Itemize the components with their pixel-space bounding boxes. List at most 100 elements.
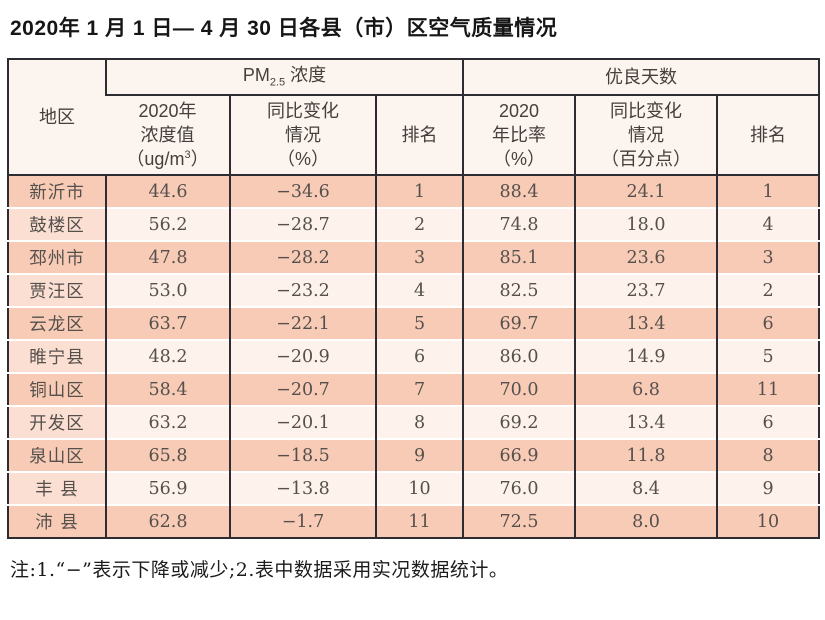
pm-change-cell: −18.5 [229, 438, 376, 472]
gd-rank-cell: 5 [716, 339, 820, 373]
col-group-pm25: PM2.5 浓度 [104, 59, 464, 96]
pm-value-cell: 65.8 [105, 438, 230, 472]
region-cell: 沛 县 [8, 504, 106, 538]
table-row: 泉山区 65.8 −18.5 9 66.9 11.8 8 [8, 438, 820, 472]
region-cell: 云龙区 [8, 306, 106, 340]
gd-rank-cell: 6 [716, 405, 820, 439]
gd-rank-cell: 9 [716, 471, 820, 505]
pm-value-label: 2020年 浓度值 [138, 100, 197, 145]
header-group-row: 地区 PM2.5 浓度 优良天数 [8, 59, 820, 176]
pm-value-cell: 56.9 [105, 471, 230, 505]
page-title: 2020年 1 月 1 日— 4 月 30 日各县（市）区空气质量情况 [10, 17, 558, 40]
gd-ratio-cell: 85.1 [462, 240, 576, 274]
gd-rank-cell: 6 [716, 306, 820, 340]
pm-rank-cell: 10 [374, 471, 464, 505]
pm25-subscript: 2.5 [269, 76, 286, 89]
gd-rank-cell: 3 [716, 240, 820, 274]
col-header-gd-change: 同比变化 情况 （百分点） [574, 95, 718, 176]
table-row: 云龙区 63.7 −22.1 5 69.7 13.4 6 [8, 306, 820, 340]
pm25-label-suffix: 浓度 [285, 65, 327, 86]
table-row: 睢宁县 48.2 −20.9 6 86.0 14.9 5 [8, 339, 820, 373]
pm-change-cell: −28.7 [229, 207, 376, 241]
table-header: 地区 PM2.5 浓度 优良天数 2020年 浓度值 （ug/m3） 同比变化 情… [8, 59, 820, 176]
gd-rank-cell: 10 [716, 504, 820, 538]
pm-rank-cell: 9 [374, 438, 464, 472]
table-row: 邳州市 47.8 −28.2 3 85.1 23.6 3 [8, 240, 820, 274]
pm-value-cell: 58.4 [105, 372, 230, 406]
gd-change-cell: 23.7 [574, 273, 718, 307]
pm-rank-cell: 8 [374, 405, 464, 439]
pm-change-cell: −23.2 [229, 273, 376, 307]
air-quality-table: 地区 PM2.5 浓度 优良天数 2020年 浓度值 （ug/m3） 同比变化 情… [7, 58, 821, 539]
table-row: 鼓楼区 56.2 −28.7 2 74.8 18.0 4 [8, 207, 820, 241]
table-body: 新沂市 44.6 −34.6 1 88.4 24.1 1 鼓楼区 56.2 −2… [8, 175, 820, 538]
table-row: 铜山区 58.4 −20.7 7 70.0 6.8 11 [8, 372, 820, 406]
table-footnote: 注:1.“−”表示下降或减少;2.表中数据采用实况数据统计。 [10, 559, 509, 581]
pm-value-cell: 63.2 [105, 405, 230, 439]
gd-rank-cell: 1 [716, 175, 820, 208]
region-cell: 泉山区 [8, 438, 106, 472]
gd-change-cell: 18.0 [574, 207, 718, 241]
pm-value-cell: 48.2 [105, 339, 230, 373]
col-header-pm-change: 同比变化 情况 （%） [229, 95, 376, 176]
gd-change-cell: 13.4 [574, 306, 718, 340]
gd-change-cell: 23.6 [574, 240, 718, 274]
table-row: 丰 县 56.9 −13.8 10 76.0 8.4 9 [8, 471, 820, 505]
pm-value-cell: 62.8 [105, 504, 230, 538]
pm-rank-cell: 11 [374, 504, 464, 538]
gd-ratio-cell: 82.5 [462, 273, 576, 307]
gd-rank-cell: 2 [716, 273, 820, 307]
gd-change-cell: 24.1 [574, 175, 718, 208]
pm-rank-cell: 7 [374, 372, 464, 406]
pm-value-unit: （ug/m3） [108, 147, 227, 171]
pm-value-cell: 63.7 [105, 306, 230, 340]
pm-value-cell: 47.8 [105, 240, 230, 274]
region-cell: 睢宁县 [8, 339, 106, 373]
pm-rank-cell: 6 [374, 339, 464, 373]
col-header-pm-rank: 排名 [374, 95, 464, 176]
pm-change-cell: −1.7 [229, 504, 376, 538]
col-header-region: 地区 [8, 59, 106, 176]
gd-rank-cell: 11 [716, 372, 820, 406]
gd-ratio-cell: 76.0 [462, 471, 576, 505]
gd-ratio-cell: 88.4 [462, 175, 576, 208]
gd-change-cell: 8.0 [574, 504, 718, 538]
region-cell: 铜山区 [8, 372, 106, 406]
gd-ratio-cell: 70.0 [462, 372, 576, 406]
pm-rank-cell: 3 [374, 240, 464, 274]
gd-rank-cell: 8 [716, 438, 820, 472]
region-cell: 贾汪区 [8, 273, 106, 307]
gd-change-cell: 14.9 [574, 339, 718, 373]
col-header-gd-ratio: 2020 年比率 （%） [462, 95, 576, 176]
header-sub-row: 2020年 浓度值 （ug/m3） 同比变化 情况 （%） 排名 2020 年比率… [8, 95, 820, 176]
pm-change-cell: −28.2 [229, 240, 376, 274]
col-header-gd-rank: 排名 [716, 95, 820, 176]
col-header-pm-value: 2020年 浓度值 （ug/m3） [106, 95, 230, 176]
pm-rank-cell: 5 [374, 306, 464, 340]
gd-ratio-cell: 69.2 [462, 405, 576, 439]
pm-rank-cell: 4 [374, 273, 464, 307]
gd-ratio-cell: 72.5 [462, 504, 576, 538]
gd-ratio-cell: 66.9 [462, 438, 576, 472]
region-cell: 鼓楼区 [8, 207, 106, 241]
pm-change-cell: −13.8 [229, 471, 376, 505]
region-cell: 开发区 [8, 405, 106, 439]
gd-change-cell: 6.8 [574, 372, 718, 406]
unit-superscript: 3 [184, 149, 191, 162]
gd-ratio-cell: 86.0 [462, 339, 576, 373]
table-row: 开发区 63.2 −20.1 8 69.2 13.4 6 [8, 405, 820, 439]
region-cell: 丰 县 [8, 471, 106, 505]
pm-change-cell: −34.6 [229, 175, 376, 208]
gd-change-cell: 8.4 [574, 471, 718, 505]
pm-value-cell: 53.0 [105, 273, 230, 307]
gd-ratio-cell: 74.8 [462, 207, 576, 241]
pm-change-cell: −20.1 [229, 405, 376, 439]
table-row: 贾汪区 53.0 −23.2 4 82.5 23.7 2 [8, 273, 820, 307]
gd-ratio-cell: 69.7 [462, 306, 576, 340]
gd-rank-cell: 4 [716, 207, 820, 241]
gd-change-cell: 13.4 [574, 405, 718, 439]
gd-change-cell: 11.8 [574, 438, 718, 472]
pm-value-cell: 56.2 [105, 207, 230, 241]
unit-suffix: ） [190, 149, 209, 170]
region-cell: 邳州市 [8, 240, 106, 274]
